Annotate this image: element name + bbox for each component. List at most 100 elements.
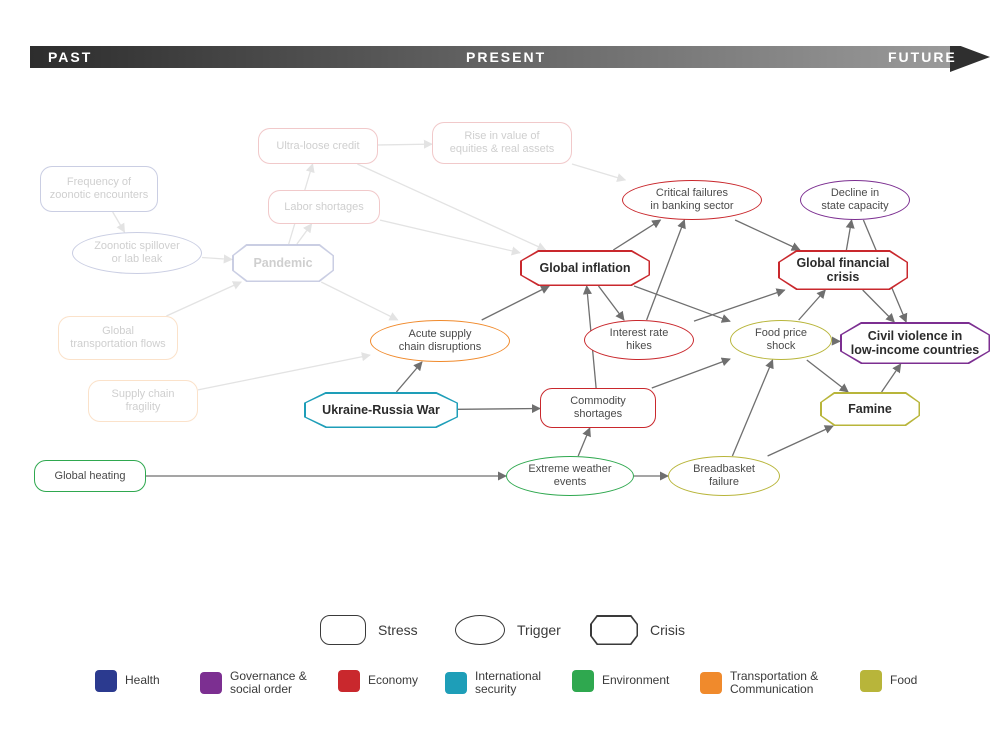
node-rise_equities: Rise in value ofequities & real assets — [432, 122, 572, 164]
edge-gfc-to-decline_state — [846, 220, 851, 250]
node-pandemic: Pandemic — [232, 244, 334, 282]
legend-color-label: Environment — [602, 674, 669, 687]
edge-breadbasket-to-famine — [768, 426, 833, 456]
edge-ultra_loose-to-rise_equities — [378, 144, 432, 145]
node-label: Zoonotic spilloveror lab leak — [90, 238, 184, 267]
node-labor_short: Labor shortages — [268, 190, 380, 224]
swatch-icon — [572, 670, 594, 692]
edge-interest_hikes-to-critical_bank — [647, 220, 685, 320]
swatch-icon — [200, 672, 222, 694]
legend-color-environment: Environment — [572, 670, 669, 692]
edge-food_shock-to-famine — [807, 360, 848, 392]
edge-pandemic-to-acute_supply — [321, 282, 398, 320]
legend-shape-trigger: Trigger — [455, 615, 561, 645]
edge-food_shock-to-gfc — [799, 290, 826, 320]
swatch-icon — [95, 670, 117, 692]
node-label: Civil violence inlow-income countries — [847, 327, 984, 360]
node-food_shock: Food priceshock — [730, 320, 832, 360]
swatch-icon — [445, 672, 467, 694]
node-label: Critical failuresin banking sector — [646, 185, 737, 214]
node-label: Ultra-loose credit — [272, 138, 363, 155]
node-label: Acute supplychain disruptions — [395, 326, 486, 355]
legend-color-label: Governance &social order — [230, 670, 307, 696]
node-label: Famine — [844, 400, 896, 418]
node-label: Globaltransportation flows — [66, 323, 169, 352]
node-zoonotic_spill: Zoonotic spilloveror lab leak — [72, 232, 202, 274]
crisis-icon — [590, 615, 638, 645]
node-label: Global financialcrisis — [792, 254, 893, 287]
edge-freq_zoonotic-to-zoonotic_spill — [113, 212, 125, 232]
edge-pandemic-to-labor_short — [297, 224, 312, 244]
node-interest_hikes: Interest ratehikes — [584, 320, 694, 360]
edge-breadbasket-to-food_shock — [732, 360, 772, 456]
legend-color-governance: Governance &social order — [200, 670, 307, 696]
node-ultra_loose: Ultra-loose credit — [258, 128, 378, 164]
legend-color-label: Food — [890, 674, 917, 687]
node-freq_zoonotic: Frequency ofzoonotic encounters — [40, 166, 158, 212]
node-label: Commodityshortages — [566, 393, 630, 422]
swatch-icon — [338, 670, 360, 692]
node-label: Supply chainfragility — [108, 386, 179, 415]
legend-shape-stress: Stress — [320, 615, 418, 645]
node-gfc: Global financialcrisis — [778, 250, 908, 290]
node-extreme_weather: Extreme weatherevents — [506, 456, 634, 496]
node-label: Breadbasketfailure — [689, 461, 759, 490]
node-label: Global inflation — [536, 259, 635, 277]
node-breadbasket: Breadbasketfailure — [668, 456, 780, 496]
edge-zoonotic_spill-to-pandemic — [202, 258, 232, 260]
legend-color-intl_security: Internationalsecurity — [445, 670, 541, 696]
legend-color-economy: Economy — [338, 670, 418, 692]
legend-shape-label: Crisis — [650, 622, 685, 638]
legend-shape-crisis: Crisis — [590, 615, 685, 645]
legend-color-label: Health — [125, 674, 160, 687]
node-acute_supply: Acute supplychain disruptions — [370, 320, 510, 362]
node-global_inflation: Global inflation — [520, 250, 650, 286]
legend-color-label: Transportation &Communication — [730, 670, 818, 696]
legend-color-health: Health — [95, 670, 160, 692]
edge-global_inflation-to-interest_hikes — [599, 286, 625, 320]
diagram-stage: PAST PRESENT FUTURE Frequency ofzoonotic… — [0, 0, 1000, 731]
node-commodity_short: Commodityshortages — [540, 388, 656, 428]
node-famine: Famine — [820, 392, 920, 426]
node-global_transport: Globaltransportation flows — [58, 316, 178, 360]
node-label: Decline instate capacity — [817, 185, 892, 214]
node-critical_bank: Critical failuresin banking sector — [622, 180, 762, 220]
edge-critical_bank-to-gfc — [735, 220, 800, 250]
edge-supply_fragility-to-acute_supply — [198, 355, 370, 390]
trigger-icon — [455, 615, 505, 645]
edge-interest_hikes-to-gfc — [694, 290, 785, 321]
edge-labor_short-to-global_inflation — [380, 220, 520, 253]
node-label: Ukraine-Russia War — [318, 401, 444, 419]
legend-color-transport_comm: Transportation &Communication — [700, 670, 818, 696]
stress-icon — [320, 615, 366, 645]
node-civil_violence: Civil violence inlow-income countries — [840, 322, 990, 364]
edge-extreme_weather-to-commodity_short — [578, 428, 590, 456]
legend-shape-label: Trigger — [517, 622, 561, 638]
legend-color-label: Economy — [368, 674, 418, 687]
node-label: Extreme weatherevents — [524, 461, 615, 490]
node-label: Pandemic — [249, 254, 316, 272]
node-label: Food priceshock — [751, 325, 811, 354]
edge-ukraine_war-to-acute_supply — [396, 362, 422, 392]
node-decline_state: Decline instate capacity — [800, 180, 910, 220]
node-ukraine_war: Ukraine-Russia War — [304, 392, 458, 428]
edge-famine-to-civil_violence — [882, 364, 901, 392]
edge-ukraine_war-to-commodity_short — [458, 409, 540, 410]
legend-color-label: Internationalsecurity — [475, 670, 541, 696]
edge-commodity_short-to-food_shock — [652, 359, 730, 388]
edge-global_inflation-to-critical_bank — [613, 220, 660, 250]
legend-shape-label: Stress — [378, 622, 418, 638]
swatch-icon — [860, 670, 882, 692]
node-label: Interest ratehikes — [606, 325, 673, 354]
node-label: Frequency ofzoonotic encounters — [46, 174, 152, 203]
node-label: Rise in value ofequities & real assets — [446, 128, 559, 157]
legend-color-food: Food — [860, 670, 917, 692]
edge-acute_supply-to-global_inflation — [482, 286, 550, 320]
edge-gfc-to-civil_violence — [863, 290, 895, 322]
edge-rise_equities-to-critical_bank — [572, 164, 625, 180]
node-supply_fragility: Supply chainfragility — [88, 380, 198, 422]
node-label: Labor shortages — [280, 199, 368, 216]
node-global_heating: Global heating — [34, 460, 146, 492]
swatch-icon — [700, 672, 722, 694]
node-label: Global heating — [51, 468, 130, 485]
